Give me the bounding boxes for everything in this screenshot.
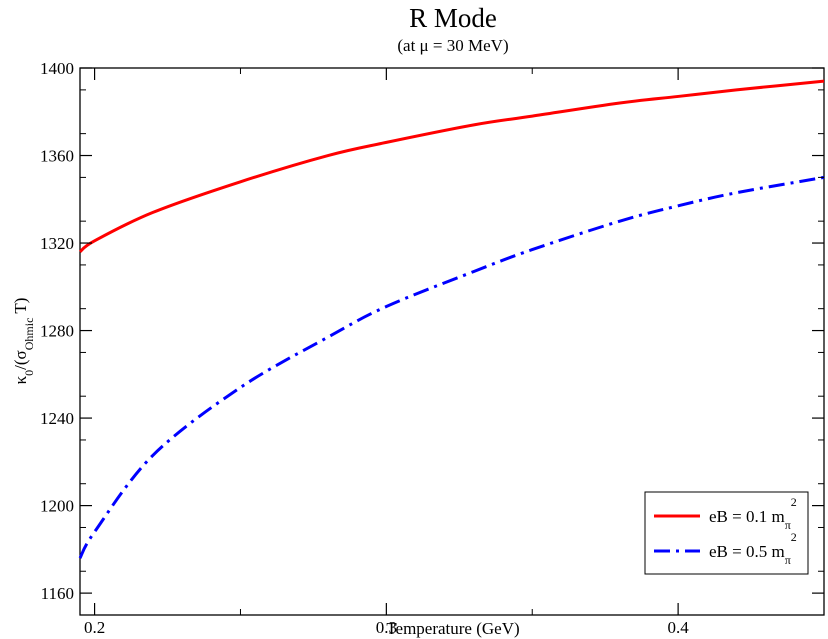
legend-2-sup: 2 — [791, 530, 797, 544]
y-tick-label: 1160 — [41, 584, 74, 603]
x-tick-label: 0.3 — [376, 618, 397, 637]
chart-title: R Mode — [409, 3, 497, 33]
ticks-layer: 0.2 0.3 0.4 1160 1200 1240 1280 1320 1360 1400 — [40, 59, 825, 637]
series-line-2 — [78, 175, 825, 559]
legend-label-series-1: eB = 0.1 mπ2 — [709, 495, 797, 532]
x-axis-label: Temperature (GeV) — [386, 619, 519, 638]
y-label-mid-sub: Ohmic — [22, 318, 36, 351]
y-label-base-sub: 0 — [22, 370, 36, 376]
legend-2-main: eB = 0.5 m — [709, 542, 785, 561]
legend-1-main: eB = 0.1 m — [709, 507, 785, 526]
plot-area-frame — [79, 67, 825, 616]
y-tick-label: 1400 — [40, 59, 74, 78]
y-label-base: κ — [11, 375, 30, 384]
y-label-tail: T) — [11, 298, 30, 318]
chart-subtitle: (at μ = 30 MeV) — [397, 36, 508, 55]
legend-label-series-2: eB = 0.5 mπ2 — [709, 530, 797, 567]
legend-1-sub: π — [785, 518, 791, 532]
y-axis-label: κ0/(σOhmic T) — [11, 298, 36, 385]
y-tick-label: 1320 — [40, 234, 74, 253]
legend-1-sup: 2 — [791, 495, 797, 509]
legend-box — [644, 491, 809, 575]
series-layer — [78, 79, 825, 559]
series-line-1 — [79, 79, 825, 253]
y-tick-label: 1240 — [40, 409, 74, 428]
y-tick-label: 1280 — [40, 322, 74, 341]
legend-2-sub: π — [785, 553, 791, 567]
y-tick-label: 1200 — [40, 497, 74, 516]
y-label-mid: /(σ — [11, 350, 30, 370]
x-tick-label: 0.2 — [84, 618, 105, 637]
y-tick-label: 1360 — [40, 147, 74, 166]
legend: eB = 0.1 mπ2 eB = 0.5 mπ2 — [644, 491, 809, 575]
x-tick-label: 0.4 — [667, 618, 689, 637]
